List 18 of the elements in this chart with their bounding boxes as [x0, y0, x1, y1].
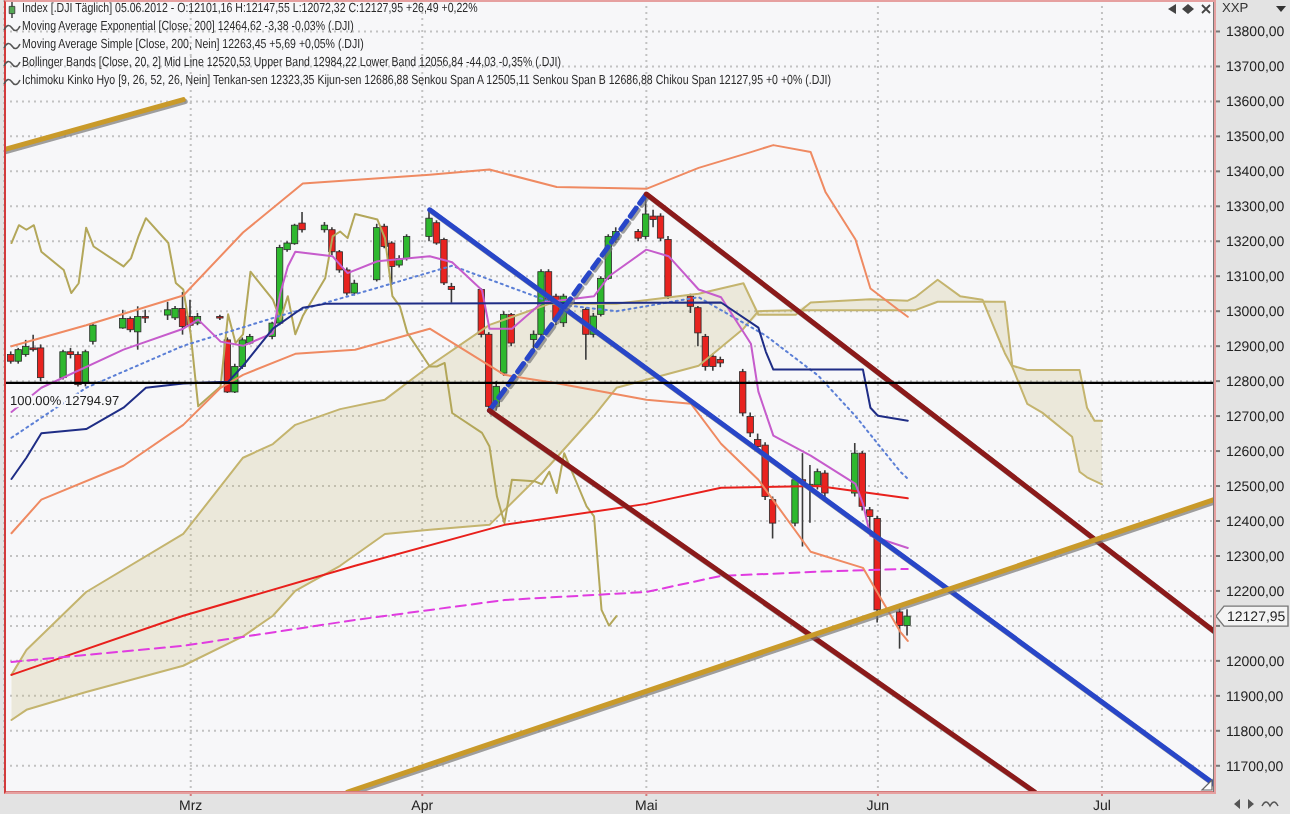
- line-series: [10, 327, 909, 642]
- candlestick: [37, 343, 45, 382]
- line-series: [10, 567, 909, 663]
- line-series: [10, 248, 909, 549]
- candlestick: [178, 291, 187, 336]
- candlestick: [119, 309, 127, 330]
- line-series: [10, 301, 909, 481]
- candlestick: [425, 209, 433, 243]
- candlestick: [895, 607, 904, 650]
- candlestick: [163, 300, 172, 321]
- line-series: [10, 264, 909, 480]
- candlestick: [134, 305, 142, 351]
- candlestick: [903, 608, 911, 637]
- candlestick: [141, 309, 149, 324]
- line-series: [10, 144, 909, 348]
- candlestick: [403, 233, 411, 262]
- line-series: [10, 213, 618, 627]
- candlestick: [89, 322, 97, 346]
